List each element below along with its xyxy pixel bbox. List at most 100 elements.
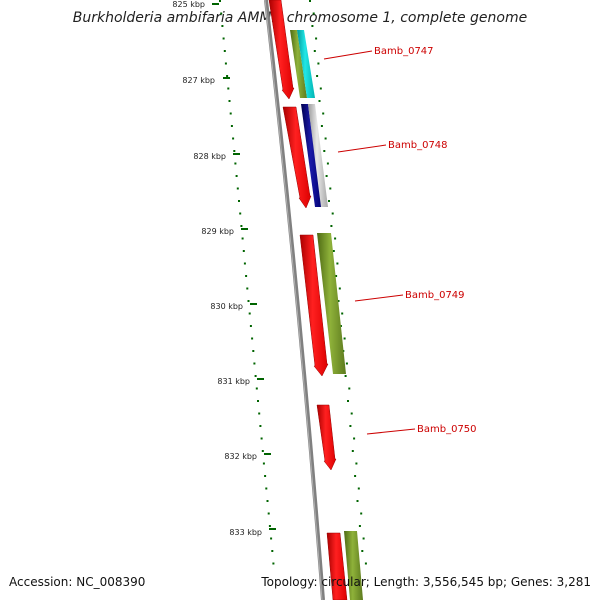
- gc-dot: [251, 337, 254, 340]
- gc-dot: [232, 137, 235, 140]
- gc-dot: [236, 187, 239, 190]
- cog-bar-cyan: [297, 30, 315, 98]
- gene-label[interactable]: Bamb_0747: [323, 46, 434, 60]
- accession-label: Accession: NC_008390: [9, 575, 146, 589]
- gc-dot: [221, 25, 224, 27]
- gc-dot: [266, 500, 269, 502]
- cds-arrow[interactable]: [326, 532, 348, 600]
- gc-dot: [238, 200, 240, 202]
- gc-dot: [334, 237, 337, 240]
- gc-dot: [315, 37, 318, 40]
- gc-dot: [261, 450, 264, 452]
- gc-dot: [228, 100, 231, 102]
- gc-dot: [330, 225, 333, 227]
- ruler-tick: 833 kbp: [229, 528, 276, 537]
- svg-text:827 kbp: 827 kbp: [182, 76, 215, 85]
- svg-text:825 kbp: 825 kbp: [172, 0, 205, 9]
- ruler-tick: 829 kbp: [201, 227, 248, 236]
- gc-dot: [337, 300, 340, 302]
- gc-dot: [272, 562, 275, 565]
- gc-dot: [311, 25, 314, 27]
- gc-dot: [358, 525, 361, 527]
- cog-bar-green: [344, 531, 363, 600]
- gc-dot: [325, 175, 328, 177]
- gc-dot: [223, 50, 226, 52]
- gc-dot: [320, 125, 323, 127]
- gc-dot: [257, 400, 259, 402]
- cds-arrow[interactable]: [268, 0, 295, 100]
- gc-dot: [323, 150, 326, 152]
- gc-dot: [262, 462, 265, 465]
- svg-text:831 kbp: 831 kbp: [217, 377, 250, 386]
- chromosome-backbone: [264, 0, 325, 600]
- gc-dot: [341, 312, 344, 315]
- gc-dot: [233, 150, 236, 152]
- cds-arrow[interactable]: [299, 234, 329, 377]
- gc-dot: [268, 525, 271, 527]
- gc-dot: [248, 312, 251, 315]
- gc-dot: [322, 112, 325, 115]
- gc-dot: [331, 212, 334, 215]
- gc-dot: [356, 500, 359, 502]
- gc-dot: [354, 475, 357, 477]
- gene-features: [268, 0, 363, 600]
- gc-dot: [265, 487, 268, 490]
- gc-dot: [312, 12, 315, 15]
- gc-dot: [353, 437, 356, 440]
- gene-label[interactable]: Bamb_0749: [354, 290, 465, 302]
- gc-dot: [329, 187, 332, 190]
- svg-text:Bamb_0750: Bamb_0750: [417, 424, 477, 435]
- gene-label[interactable]: Bamb_0748: [337, 140, 448, 153]
- gene-label[interactable]: Bamb_0750: [366, 424, 477, 435]
- gc-dot: [361, 550, 364, 552]
- svg-text:828 kbp: 828 kbp: [193, 152, 226, 161]
- svg-text:829 kbp: 829 kbp: [201, 227, 234, 236]
- ruler-tick: 825 kbp: [172, 0, 219, 9]
- gc-dot: [226, 75, 229, 77]
- svg-text:833 kbp: 833 kbp: [229, 528, 262, 537]
- gc-dot: [364, 562, 367, 565]
- gc-dot: [241, 237, 244, 240]
- gc-dot: [271, 550, 274, 552]
- cds-arrow[interactable]: [282, 106, 312, 209]
- gc-dot: [360, 512, 363, 515]
- gc-dot: [345, 362, 348, 365]
- gc-dot: [264, 475, 267, 477]
- gc-dot: [245, 275, 248, 277]
- kbp-ruler: 825 kbp 827 kbp 828 kbp 829 kbp 830 kbp …: [172, 0, 276, 537]
- svg-text:Bamb_0747: Bamb_0747: [374, 46, 434, 57]
- gc-dot: [243, 262, 246, 265]
- gc-dot: [224, 62, 227, 65]
- gc-dot: [242, 250, 245, 252]
- gc-dot: [220, 12, 223, 15]
- gc-dot: [357, 487, 360, 490]
- svg-text:Bamb_0749: Bamb_0749: [405, 290, 465, 301]
- gc-dot: [355, 462, 358, 465]
- gc-dot: [252, 350, 255, 352]
- cds-arrow[interactable]: [316, 404, 337, 471]
- gc-dot: [328, 200, 330, 202]
- gc-dot: [253, 362, 256, 365]
- gc-dot: [234, 162, 237, 165]
- gc-dot: [316, 75, 319, 77]
- map-title: Burkholderia ambifaria AMMD chromosome 1…: [72, 10, 528, 26]
- gc-dot: [246, 287, 249, 290]
- ruler-tick: 832 kbp: [224, 452, 271, 461]
- gc-dot: [350, 412, 353, 415]
- ruler-tick: 831 kbp: [217, 377, 264, 386]
- gc-dot: [318, 100, 321, 102]
- gc-dot: [270, 537, 273, 540]
- gc-dot: [235, 175, 238, 177]
- gc-dot: [309, 0, 311, 2]
- chromosome-backbone-highlight: [264, 0, 323, 600]
- gc-dot: [230, 125, 233, 127]
- ruler-tick: 830 kbp: [210, 302, 257, 311]
- gc-dot: [344, 375, 347, 377]
- gc-dot: [239, 212, 242, 215]
- cog-bar-silver: [308, 104, 328, 207]
- gc-dot: [335, 275, 338, 277]
- gc-dot: [326, 162, 329, 165]
- gc-dot: [222, 37, 225, 40]
- gc-dot: [240, 225, 243, 227]
